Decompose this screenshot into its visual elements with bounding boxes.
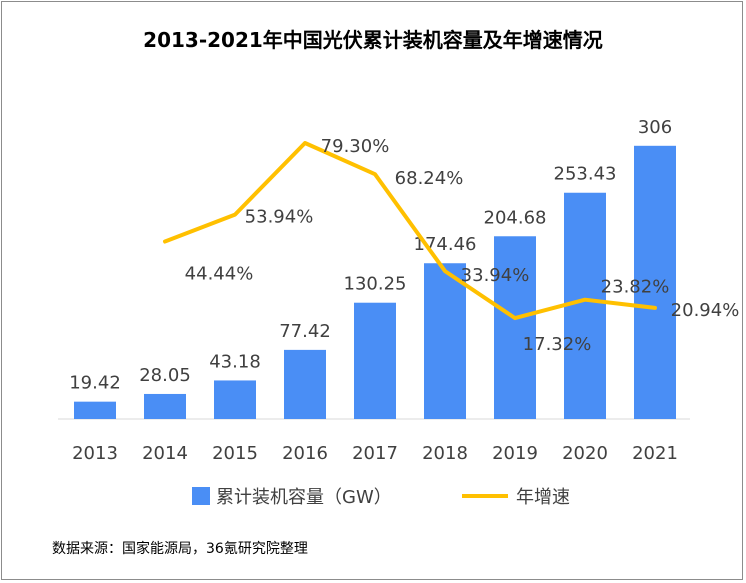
- bar-2021: [634, 145, 676, 419]
- x-tick-2015: 2015: [212, 443, 258, 464]
- legend-label-capacity: 累计装机容量（GW）: [216, 487, 392, 508]
- legend-swatch-line: [462, 494, 508, 498]
- bar-2016: [284, 349, 326, 419]
- legend-item-growth: 年增速: [462, 483, 570, 509]
- bar-label-2020: 253.43: [554, 164, 617, 185]
- bar-label-2021: 306: [638, 117, 672, 138]
- x-tick-2013: 2013: [72, 443, 118, 464]
- x-tick-2018: 2018: [422, 443, 468, 464]
- line-label-2017: 68.24%: [395, 168, 464, 189]
- x-tick-2014: 2014: [142, 443, 188, 464]
- bar-label-2015: 43.18: [209, 351, 261, 372]
- bar-2019: [494, 236, 536, 419]
- bar-2017: [354, 302, 396, 419]
- x-tick-2019: 2019: [492, 443, 538, 464]
- line-label-2021: 20.94%: [671, 300, 740, 321]
- legend-swatch-bar: [192, 487, 210, 505]
- bar-2018: [424, 263, 466, 419]
- line-label-2014: 44.44%: [185, 263, 254, 284]
- x-tick-2021: 2021: [632, 443, 678, 464]
- chart-title: 2013-2021年中国光伏累计装机容量及年增速情况: [143, 28, 603, 52]
- bar-2015: [214, 380, 256, 419]
- line-label-2018: 33.94%: [461, 265, 530, 286]
- bar-label-2016: 77.42: [279, 321, 331, 342]
- bar-2014: [144, 393, 186, 419]
- legend-item-capacity: 累计装机容量（GW）: [192, 483, 392, 509]
- growth-rate-line: [163, 141, 657, 321]
- source-note: 数据来源：国家能源局，36氪研究院整理: [52, 541, 308, 557]
- bar-label-2019: 204.68: [484, 207, 547, 228]
- bar-2013: [74, 401, 116, 419]
- line-label-2020: 23.82%: [601, 277, 670, 298]
- legend-label-growth: 年增速: [516, 487, 570, 508]
- line-label-2016: 79.30%: [321, 136, 390, 157]
- line-label-2015: 53.94%: [245, 207, 314, 228]
- bar-label-2017: 130.25: [344, 274, 407, 295]
- x-tick-2017: 2017: [352, 443, 398, 464]
- bar-label-2013: 19.42: [69, 373, 121, 394]
- line-label-2019: 17.32%: [523, 334, 592, 355]
- bar-label-2014: 28.05: [139, 365, 191, 386]
- x-tick-2016: 2016: [282, 443, 328, 464]
- legend: 累计装机容量（GW） 年增速: [0, 483, 746, 509]
- bar-2020: [564, 192, 606, 419]
- x-tick-2020: 2020: [562, 443, 608, 464]
